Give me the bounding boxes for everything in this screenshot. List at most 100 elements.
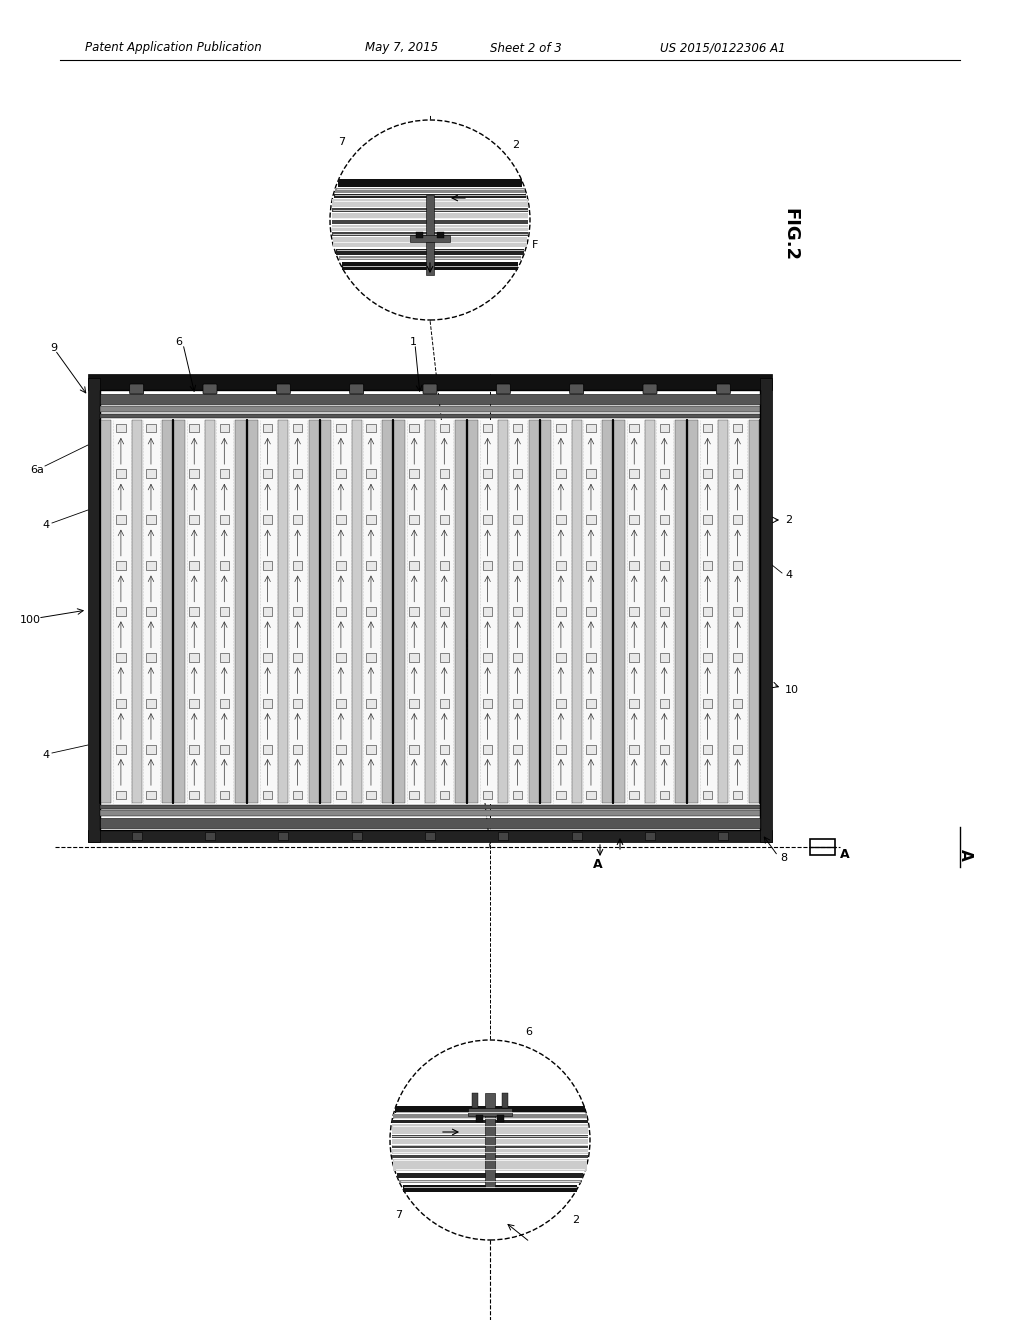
Text: 1: 1 xyxy=(410,337,417,347)
Bar xyxy=(391,1155,587,1158)
Bar xyxy=(190,515,199,524)
Bar xyxy=(571,420,581,803)
FancyBboxPatch shape xyxy=(276,384,290,393)
Text: 7: 7 xyxy=(394,1210,401,1220)
Text: May 7, 2015: May 7, 2015 xyxy=(365,41,438,54)
Bar xyxy=(659,744,668,754)
Bar xyxy=(337,180,522,187)
Bar xyxy=(100,805,759,809)
Bar xyxy=(732,744,742,754)
Bar xyxy=(732,424,742,433)
Bar xyxy=(513,653,522,661)
Bar xyxy=(586,607,595,616)
Bar xyxy=(454,420,466,803)
Bar xyxy=(409,424,419,433)
Bar xyxy=(219,744,229,754)
Bar xyxy=(659,470,668,478)
Text: 5: 5 xyxy=(439,300,446,310)
Bar xyxy=(482,653,492,661)
Bar xyxy=(219,653,229,661)
Bar xyxy=(482,515,492,524)
Text: 8: 8 xyxy=(780,853,787,863)
Text: 4: 4 xyxy=(42,750,49,760)
Bar xyxy=(205,420,215,803)
Bar xyxy=(190,561,199,570)
Bar xyxy=(555,698,566,708)
Bar xyxy=(292,744,302,754)
Bar xyxy=(190,607,199,616)
Bar xyxy=(629,470,638,478)
Bar xyxy=(732,561,742,570)
Text: 6a: 6a xyxy=(30,465,44,475)
Bar xyxy=(100,407,759,412)
Bar xyxy=(190,791,199,800)
Bar xyxy=(116,653,125,661)
Bar xyxy=(659,607,668,616)
Bar xyxy=(190,470,199,478)
Bar xyxy=(484,1093,494,1188)
Bar xyxy=(675,420,685,803)
Bar xyxy=(501,1093,507,1107)
Bar xyxy=(336,515,345,524)
Bar xyxy=(416,232,423,238)
Bar xyxy=(732,470,742,478)
FancyBboxPatch shape xyxy=(569,384,583,393)
Bar xyxy=(702,424,711,433)
Bar xyxy=(336,698,345,708)
Bar xyxy=(409,561,419,570)
Bar xyxy=(732,607,742,616)
Bar xyxy=(409,515,419,524)
Bar xyxy=(396,1173,583,1177)
Bar xyxy=(659,515,668,524)
Bar xyxy=(341,261,518,271)
Bar xyxy=(439,653,448,661)
Bar xyxy=(687,420,697,803)
Bar xyxy=(586,470,595,478)
Bar xyxy=(426,195,433,275)
Bar xyxy=(732,653,742,661)
Bar xyxy=(100,414,759,418)
Bar xyxy=(331,224,528,231)
Bar xyxy=(332,199,527,207)
FancyBboxPatch shape xyxy=(350,384,364,393)
Bar xyxy=(687,420,758,803)
Bar xyxy=(439,607,448,616)
Bar xyxy=(629,424,638,433)
Bar xyxy=(629,791,638,800)
Bar xyxy=(331,209,528,213)
Bar xyxy=(482,791,492,800)
Bar xyxy=(409,698,419,708)
Bar xyxy=(219,561,229,570)
Bar xyxy=(146,653,156,661)
Text: 100: 100 xyxy=(20,615,41,624)
Bar xyxy=(309,420,319,803)
Bar xyxy=(331,232,528,236)
Bar xyxy=(513,470,522,478)
Bar xyxy=(235,420,246,803)
Bar xyxy=(644,832,654,840)
Text: US 2015/0122306 A1: US 2015/0122306 A1 xyxy=(659,41,785,54)
Bar xyxy=(410,235,449,242)
Bar xyxy=(394,1106,585,1113)
Bar xyxy=(482,424,492,433)
Text: 6: 6 xyxy=(175,337,181,347)
Bar xyxy=(263,653,272,661)
Bar xyxy=(219,607,229,616)
Bar xyxy=(100,818,759,828)
Bar xyxy=(248,420,319,803)
Text: A: A xyxy=(840,849,849,862)
Bar xyxy=(116,744,125,754)
Bar xyxy=(497,420,507,803)
Bar xyxy=(513,791,522,800)
Bar xyxy=(439,744,448,754)
Bar xyxy=(555,653,566,661)
Bar xyxy=(336,249,523,255)
Bar xyxy=(333,238,526,247)
Bar xyxy=(409,607,419,616)
Bar xyxy=(88,378,100,842)
Text: 7: 7 xyxy=(337,137,344,147)
FancyBboxPatch shape xyxy=(203,384,217,393)
Text: Sheet 2 of 3: Sheet 2 of 3 xyxy=(489,41,561,54)
Bar xyxy=(498,832,507,840)
Bar xyxy=(659,791,668,800)
